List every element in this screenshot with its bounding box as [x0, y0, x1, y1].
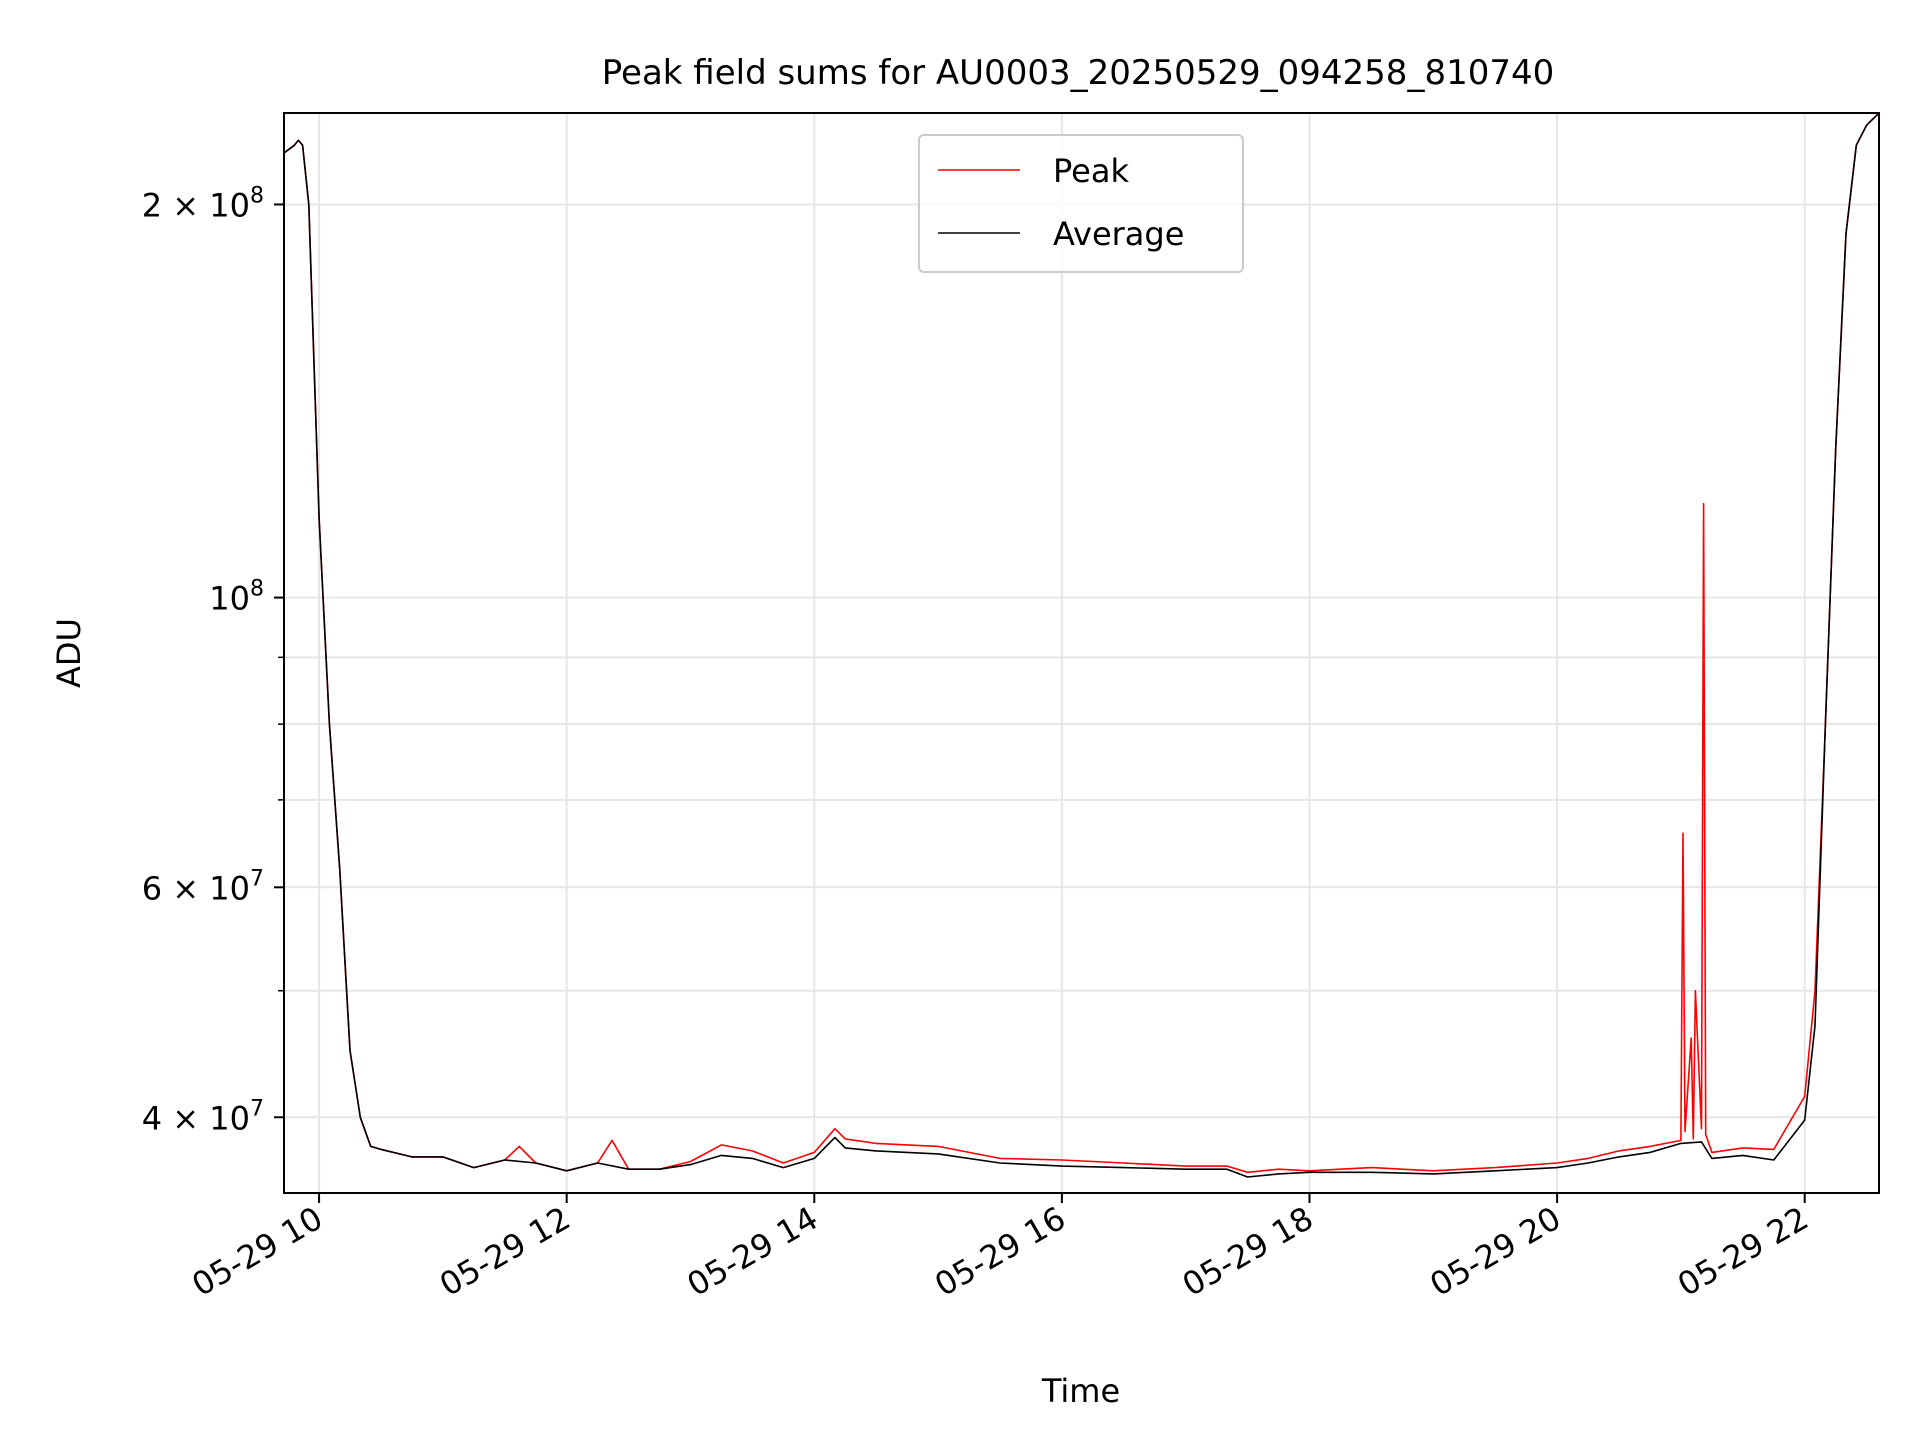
y-tick-label: 6 × 107 [142, 866, 264, 907]
legend-average-label: Average [1053, 215, 1184, 253]
x-axis-label: Time [1041, 1372, 1120, 1410]
y-axis-label: ADU [50, 618, 88, 688]
legend-peak-label: Peak [1053, 152, 1129, 190]
grid-layer [284, 113, 1879, 1193]
legend: Peak Average [918, 134, 1244, 273]
plot-frame [283, 112, 1880, 1194]
y-tick-label: 4 × 107 [142, 1096, 264, 1137]
chart-title: Peak field sums for AU0003_20250529_0942… [602, 53, 1554, 93]
y-tick-label: 108 [209, 577, 264, 618]
series-line-average [284, 113, 1879, 1178]
y-tick-label: 2 × 108 [142, 183, 264, 224]
series-layer [284, 113, 1879, 1178]
